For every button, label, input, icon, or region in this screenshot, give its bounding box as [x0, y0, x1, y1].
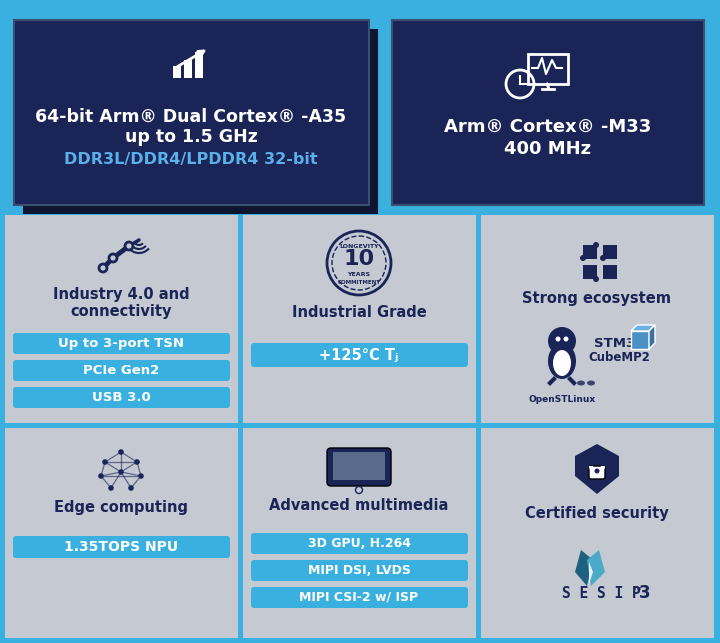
Ellipse shape — [593, 276, 599, 282]
Polygon shape — [575, 550, 593, 586]
Text: OpenSTLinux: OpenSTLinux — [528, 395, 595, 404]
Ellipse shape — [580, 255, 586, 261]
Circle shape — [564, 336, 569, 341]
Bar — [481, 428, 714, 638]
Bar — [481, 215, 714, 423]
Bar — [23, 29, 378, 214]
Bar — [5, 215, 238, 423]
FancyBboxPatch shape — [13, 360, 230, 381]
Text: USB 3.0: USB 3.0 — [91, 391, 150, 404]
Text: YEARS: YEARS — [348, 271, 371, 276]
Text: 10: 10 — [343, 249, 374, 269]
Circle shape — [556, 336, 560, 341]
FancyBboxPatch shape — [13, 536, 230, 558]
Circle shape — [98, 473, 104, 479]
Bar — [5, 428, 238, 638]
Text: Industry 4.0 and
connectivity: Industry 4.0 and connectivity — [53, 287, 189, 320]
Ellipse shape — [553, 350, 571, 376]
Text: +125°C Tⱼ: +125°C Tⱼ — [319, 347, 399, 363]
Text: S E S I P: S E S I P — [562, 586, 640, 601]
Circle shape — [108, 485, 114, 491]
Circle shape — [134, 459, 140, 465]
Circle shape — [125, 242, 133, 250]
Text: 400 MHz: 400 MHz — [505, 140, 592, 158]
Text: up to 1.5 GHz: up to 1.5 GHz — [125, 128, 258, 146]
Text: COMMITMENT: COMMITMENT — [338, 280, 380, 284]
Circle shape — [102, 459, 108, 465]
Bar — [14, 20, 369, 205]
Text: Edge computing: Edge computing — [54, 500, 188, 515]
Ellipse shape — [600, 255, 606, 261]
Circle shape — [118, 449, 124, 455]
Ellipse shape — [577, 381, 585, 386]
Circle shape — [356, 487, 362, 493]
FancyBboxPatch shape — [589, 466, 605, 479]
Text: Advanced multimedia: Advanced multimedia — [269, 498, 449, 513]
FancyBboxPatch shape — [251, 533, 468, 554]
Bar — [603, 265, 617, 279]
Bar — [528, 54, 568, 84]
Text: Arm® Cortex® -M33: Arm® Cortex® -M33 — [444, 118, 652, 136]
Text: 1.35TOPS NPU: 1.35TOPS NPU — [64, 540, 178, 554]
Circle shape — [109, 254, 117, 262]
Polygon shape — [575, 444, 619, 494]
Polygon shape — [587, 550, 605, 586]
Bar — [333, 452, 385, 480]
Text: 3D GPU, H.264: 3D GPU, H.264 — [307, 537, 410, 550]
FancyBboxPatch shape — [327, 448, 391, 486]
Bar — [631, 331, 649, 349]
Text: Strong ecosystem: Strong ecosystem — [523, 291, 672, 306]
Bar — [243, 428, 476, 638]
Circle shape — [99, 264, 107, 272]
Circle shape — [138, 473, 144, 479]
FancyBboxPatch shape — [13, 333, 230, 354]
FancyBboxPatch shape — [251, 587, 468, 608]
Text: ™: ™ — [632, 585, 642, 595]
Text: PCIe Gen2: PCIe Gen2 — [83, 364, 159, 377]
Text: 3: 3 — [639, 584, 651, 602]
Circle shape — [128, 485, 134, 491]
Text: 64-bit Arm® Dual Cortex® -A35: 64-bit Arm® Dual Cortex® -A35 — [35, 108, 346, 126]
Text: STM32: STM32 — [594, 337, 644, 350]
Text: Industrial Grade: Industrial Grade — [292, 305, 426, 320]
Circle shape — [118, 469, 124, 475]
Bar — [243, 215, 476, 423]
Text: LONGEVITY: LONGEVITY — [339, 244, 379, 248]
Text: MIPI CSI-2 w/ ISP: MIPI CSI-2 w/ ISP — [300, 591, 418, 604]
Polygon shape — [589, 562, 593, 584]
Text: CubeMP2: CubeMP2 — [588, 351, 650, 364]
Bar — [583, 265, 597, 279]
Ellipse shape — [587, 381, 595, 386]
Bar — [583, 245, 597, 259]
Circle shape — [548, 327, 576, 355]
Bar — [195, 52, 203, 78]
Polygon shape — [649, 325, 655, 349]
FancyBboxPatch shape — [13, 387, 230, 408]
Bar — [603, 245, 617, 259]
Text: Up to 3-port TSN: Up to 3-port TSN — [58, 337, 184, 350]
FancyBboxPatch shape — [251, 343, 468, 367]
Text: DDR3L/DDR4/LPDDR4 32-bit: DDR3L/DDR4/LPDDR4 32-bit — [64, 152, 318, 167]
Ellipse shape — [548, 343, 576, 379]
Text: MIPI DSI, LVDS: MIPI DSI, LVDS — [307, 564, 410, 577]
Bar — [184, 60, 192, 78]
Text: Certified security: Certified security — [525, 506, 669, 521]
Ellipse shape — [593, 242, 599, 248]
Polygon shape — [631, 325, 655, 331]
FancyBboxPatch shape — [251, 560, 468, 581]
Bar — [173, 66, 181, 78]
Bar — [392, 20, 704, 205]
Circle shape — [595, 469, 600, 473]
